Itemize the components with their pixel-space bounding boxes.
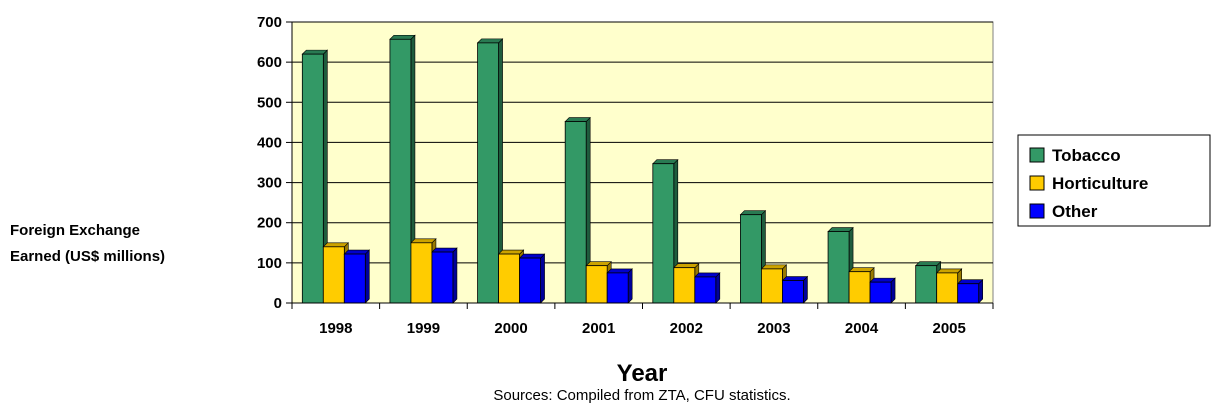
y-tick-labels: 0 100 200 300 400 500 600 700 (257, 14, 282, 312)
y-tick-label: 400 (257, 134, 282, 151)
bar-top-other-2001 (606, 268, 633, 274)
bar-other-2005 (957, 283, 980, 304)
bar-other-1998 (343, 253, 366, 304)
bar-tobacco-2003 (740, 214, 762, 304)
bar-side-other-1999 (452, 247, 458, 304)
bar-horticulture-2003 (761, 268, 783, 304)
bar-top-other-1998 (343, 249, 371, 255)
bar-top-tobacco-1998 (301, 49, 329, 55)
bar-top-horticulture-2005 (935, 268, 963, 274)
x-axis-label: Year (617, 360, 668, 387)
bar-tobacco-2001 (564, 121, 587, 304)
legend-label-tobacco: Tobacco (1052, 146, 1121, 165)
bar-top-tobacco-2000 (476, 38, 504, 44)
bar-horticulture-2002 (673, 267, 696, 304)
y-tick-label: 0 (274, 295, 282, 312)
source-note: Sources: Compiled from ZTA, CFU statisti… (493, 387, 790, 404)
bar-top-other-2004 (869, 277, 896, 283)
bar-tobacco-2000 (477, 42, 499, 304)
x-tick-label: 1999 (407, 320, 440, 337)
bar-horticulture-2005 (936, 272, 959, 304)
bar-top-tobacco-2003 (739, 210, 767, 215)
bar-top-other-2003 (781, 276, 809, 281)
bar-horticulture-1998 (322, 246, 345, 304)
bar-horticulture-2004 (848, 271, 871, 304)
bar-top-tobacco-2004 (827, 227, 854, 232)
bar-top-tobacco-2005 (914, 261, 942, 266)
bar-tobacco-2002 (652, 163, 675, 304)
legend-swatch-tobacco (1029, 147, 1045, 163)
bar-top-other-2000 (518, 253, 546, 259)
bar-top-other-1999 (431, 247, 458, 253)
x-tick-label: 2000 (494, 320, 527, 337)
bar-other-1999 (431, 251, 454, 304)
legend-swatch-other (1029, 203, 1045, 219)
bar-top-horticulture-2001 (585, 261, 612, 266)
bar-top-horticulture-2003 (760, 264, 788, 270)
y-tick-label: 700 (257, 14, 282, 31)
y-tick-label: 200 (257, 215, 282, 232)
y-axis-label-line2: Earned (US$ millions) (10, 248, 165, 265)
axes (286, 21, 994, 309)
bar-tobacco-2004 (827, 231, 850, 304)
bar-other-2000 (519, 257, 541, 304)
bar-other-2002 (694, 276, 717, 304)
x-tick-label: 2004 (845, 320, 879, 337)
bar-top-horticulture-2004 (848, 267, 875, 272)
bar-top-horticulture-2000 (497, 249, 525, 255)
bar-other-2003 (782, 280, 804, 304)
y-tick-label: 500 (257, 94, 282, 111)
y-tick-label: 300 (257, 175, 282, 192)
bar-side-other-2001 (627, 268, 633, 304)
bar-horticulture-2001 (585, 265, 608, 304)
bar-top-horticulture-1999 (410, 238, 437, 244)
x-tick-label: 1998 (319, 320, 352, 337)
bar-top-other-2002 (694, 272, 721, 278)
x-tick-label: 2002 (670, 320, 703, 337)
bar-other-2004 (869, 281, 892, 304)
x-tick-label: 2003 (757, 320, 790, 337)
bar-top-tobacco-2001 (564, 117, 591, 122)
bar-top-tobacco-2002 (652, 159, 679, 165)
legend-box (1017, 134, 1211, 227)
bar-side-other-2002 (715, 272, 721, 304)
bar-tobacco-1998 (301, 53, 324, 304)
legend-label-horticulture: Horticulture (1052, 174, 1148, 193)
y-tick-label: 100 (257, 255, 282, 272)
bar-other-2001 (606, 272, 629, 304)
bar-side-other-2000 (540, 253, 545, 304)
bar-side-other-2003 (803, 275, 808, 304)
bar-tobacco-2005 (915, 265, 938, 304)
bar-top-horticulture-2002 (673, 263, 700, 268)
legend-label-other: Other (1052, 202, 1098, 221)
bar-top-horticulture-1998 (322, 242, 350, 248)
y-axis-label-line1: Foreign Exchange (10, 222, 140, 239)
bar-top-other-2005 (956, 279, 984, 285)
bar-side-other-1998 (365, 249, 370, 304)
bar-tobacco-1999 (389, 38, 412, 304)
bar-top-tobacco-1999 (389, 34, 416, 40)
x-tick-label: 2001 (582, 320, 615, 337)
legend: Tobacco Horticulture Other (1017, 134, 1211, 227)
x-tick-label: 2005 (933, 320, 966, 337)
bar-horticulture-1999 (410, 242, 433, 304)
x-tick-labels: 1998 1999 2000 2001 2002 2003 2004 2005 (319, 320, 966, 337)
legend-swatch-horticulture (1029, 175, 1045, 191)
bar-horticulture-2000 (498, 253, 520, 304)
y-tick-label: 600 (257, 54, 282, 71)
